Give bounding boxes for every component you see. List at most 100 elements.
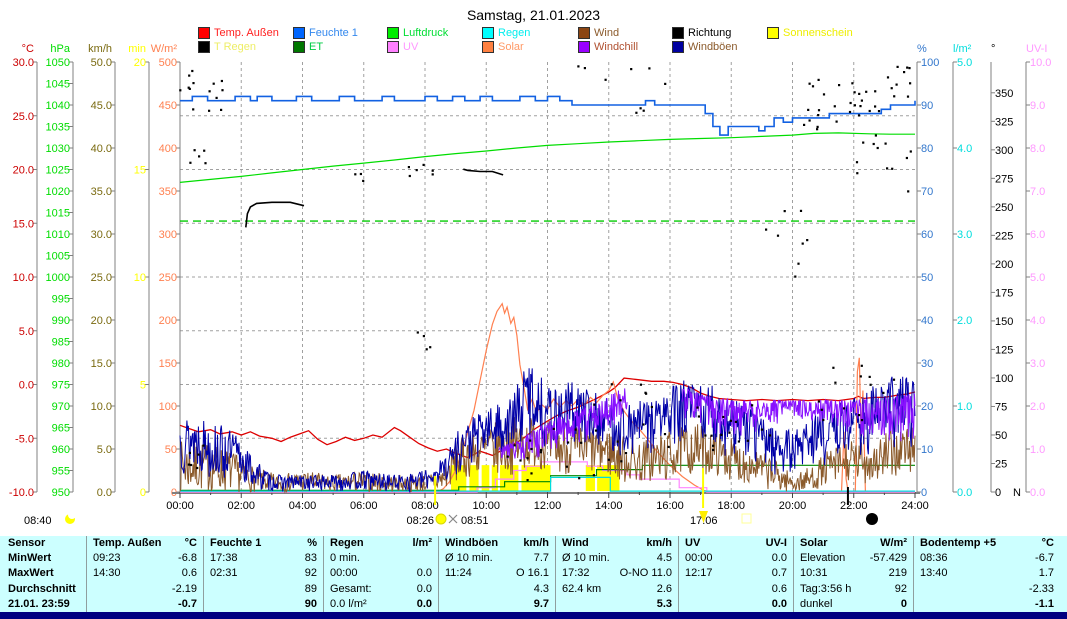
legend-label: Regen <box>498 27 531 39</box>
table-row: Feuchte 1% <box>204 536 323 551</box>
table-cell-left: Temp. Außen <box>93 537 162 550</box>
table-cell-left: Wind <box>562 537 589 550</box>
table-row: Regen l/m² <box>324 536 438 551</box>
table-row: 10:31 219 <box>794 566 913 581</box>
table-row: 17:38 83 <box>204 551 323 566</box>
svg-text:200: 200 <box>995 259 1013 271</box>
svg-text:20:00: 20:00 <box>779 500 807 512</box>
legend-label: UV <box>403 41 419 53</box>
table-cell-left: 00:00 <box>330 567 358 580</box>
table-row: -0.7 <box>87 597 203 612</box>
legend-swatch-sonnenschein <box>767 27 779 39</box>
svg-text:20: 20 <box>921 401 933 413</box>
svg-text:8.0: 8.0 <box>1030 143 1045 155</box>
svg-text:10: 10 <box>134 272 146 284</box>
table-cell-left: Bodentemp +5 <box>920 537 997 550</box>
table-row: 90 <box>204 597 323 612</box>
series-uv <box>180 461 915 493</box>
svg-text:0: 0 <box>921 487 927 499</box>
table-row: Tag:3:56 h 92 <box>794 582 913 597</box>
table-cell-left: Elevation <box>800 552 846 565</box>
legend-label: Solar <box>498 41 524 53</box>
table-row: dunkel 0 <box>794 597 913 612</box>
table-cell-right: 5.3 <box>656 597 672 610</box>
table-row: 09:23 -6.8 <box>87 551 203 566</box>
svg-text:965: 965 <box>52 423 70 435</box>
svg-text:5.0: 5.0 <box>19 326 34 338</box>
svg-text:0.0: 0.0 <box>19 380 34 392</box>
svg-text:06:00: 06:00 <box>350 500 378 512</box>
table-cell-left: 21.01. 23:59 <box>8 597 70 610</box>
table-cell-right: 7.7 <box>533 552 549 565</box>
table-row: Gesamt: 0.0 <box>324 582 438 597</box>
table-cell-right: l/m² <box>412 537 432 550</box>
svg-text:2.0: 2.0 <box>1030 401 1045 413</box>
table-row: 00:00 0.0 <box>324 566 438 581</box>
table-cell-right: W/m² <box>880 537 907 550</box>
table-cell-right: -6.7 <box>1035 552 1054 565</box>
legend-swatch-richtung <box>672 27 684 39</box>
table-col-row-labels: Sensor MinWert MaxWert Durchschnitt 21.01. 2… <box>2 536 86 612</box>
svg-text:10.0: 10.0 <box>1030 57 1051 69</box>
table-row: UV UV-I <box>679 536 793 551</box>
table-cell-right: 0.7 <box>771 567 787 580</box>
time-axis: 00:00 02:00 04:00 06:00 08:00 10:00 12:00 14:00… <box>166 492 929 512</box>
svg-text:08:00: 08:00 <box>411 500 439 512</box>
legend-swatch-feuchte-1 <box>293 27 305 39</box>
svg-text:08:51: 08:51 <box>461 515 489 527</box>
svg-text:25.0: 25.0 <box>13 111 34 123</box>
table-cell-left: 62.4 km <box>562 582 602 595</box>
svg-text:15.0: 15.0 <box>13 218 34 230</box>
table-cell-right: 83 <box>304 552 317 565</box>
legend-swatch-solar <box>482 41 494 53</box>
table-cell-left: Windböen <box>445 537 499 550</box>
series-richtung-line <box>463 168 504 176</box>
svg-text:80: 80 <box>921 143 933 155</box>
table-cell-right: O 16.1 <box>515 567 549 580</box>
table-cell-left: 02:31 <box>210 567 238 580</box>
table-cell-right: km/h <box>523 537 549 550</box>
svg-text:10.0: 10.0 <box>91 401 112 413</box>
legend-item-solar: Solar <box>482 41 524 53</box>
axis-: % 0 10 20 30 40 50 60 70 80 90 100 <box>916 43 939 499</box>
table-cell-left: Durchschnitt <box>8 582 76 595</box>
svg-text:300: 300 <box>159 229 177 241</box>
footer-bar <box>0 612 1067 619</box>
legend-swatch-uv <box>387 41 399 53</box>
svg-text:l/m²: l/m² <box>953 43 972 55</box>
svg-text:1.0: 1.0 <box>1030 444 1045 456</box>
table-cell-right: 0.0 <box>416 567 432 580</box>
legend-swatch-et <box>293 41 305 53</box>
table-cell-right: 92 <box>304 567 317 580</box>
table-cell-right: °C <box>1041 537 1054 550</box>
table-row: 9.7 <box>439 597 555 612</box>
table-cell-left: Ø 10 min. <box>445 552 493 565</box>
table-row: 0 min. <box>324 551 438 566</box>
table-cell-left: MinWert <box>8 552 52 565</box>
svg-text:500: 500 <box>159 57 177 69</box>
svg-text:1010: 1010 <box>46 229 70 241</box>
svg-text:250: 250 <box>995 202 1013 214</box>
svg-text:14:00: 14:00 <box>595 500 623 512</box>
series-windchill <box>498 388 628 460</box>
legend-item-t-regen: T Regen <box>198 41 256 53</box>
svg-text:1015: 1015 <box>46 208 70 220</box>
table-cell-right: 219 <box>888 567 907 580</box>
legend-item-luftdruck: Luftdruck <box>387 27 448 39</box>
svg-text:°: ° <box>991 43 995 55</box>
table-cell-right: % <box>307 537 317 550</box>
series-solar <box>180 302 915 493</box>
legend-label: Windchill <box>594 41 639 53</box>
table-col-uv: UV UV-I 00:00 0.0 12:17 0.7 0.6 0.0 <box>678 536 793 612</box>
legend-item-windb-en: Windböen <box>672 41 738 53</box>
svg-text:450: 450 <box>159 100 177 112</box>
table-cell-left: 12:17 <box>685 567 713 580</box>
svg-text:275: 275 <box>995 173 1013 185</box>
svg-text:0: 0 <box>995 487 1001 499</box>
axis-hpa: hPa 950 955 960 965 970 975 980 985 990 995 1000 100… <box>46 43 74 499</box>
axis-: ° 0 N 25 50 75 100 125 150 175 200 225 250 275 300 325 3… <box>990 43 1021 499</box>
legend-label: Luftdruck <box>403 27 449 39</box>
svg-text:08:26: 08:26 <box>406 515 434 527</box>
svg-text:50: 50 <box>995 430 1007 442</box>
